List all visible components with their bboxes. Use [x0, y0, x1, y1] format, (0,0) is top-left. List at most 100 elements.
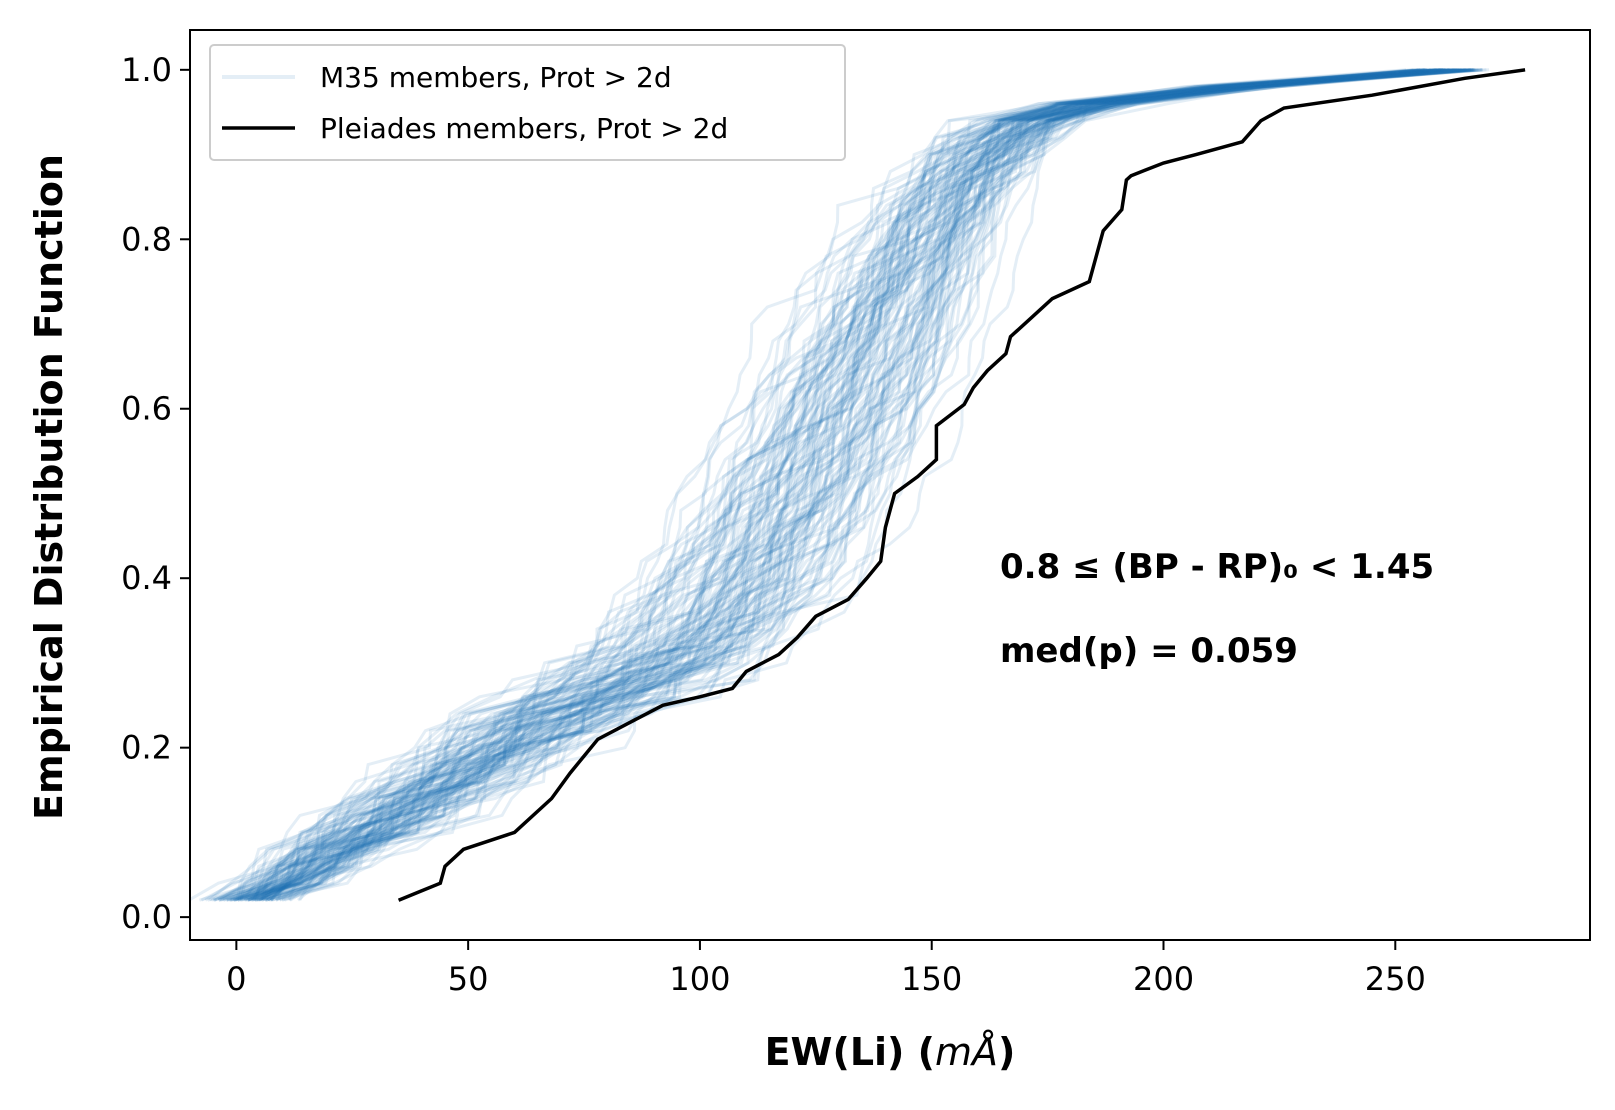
plot-frame [189, 29, 1591, 941]
m35-realization-line [218, 68, 1428, 902]
m35-realization-line [257, 68, 1483, 902]
m35-realization-line [261, 68, 1452, 902]
m35-realization-line [265, 68, 1471, 902]
m35-realization-line [248, 68, 1432, 902]
x-tick-label: 50 [448, 960, 489, 998]
m35-realization-line [232, 68, 1456, 902]
x-tick-label: 100 [669, 960, 730, 998]
m35-realization-line [266, 68, 1466, 902]
m35-realization-line [252, 68, 1459, 901]
m35-realization-line [281, 68, 1463, 902]
m35-realization-line [270, 68, 1454, 902]
m35-realization-line [278, 68, 1475, 902]
m35-realization-line [269, 68, 1474, 902]
m35-realization-line [253, 68, 1462, 902]
m35-realization-line [264, 68, 1444, 901]
m35-realization-line [297, 68, 1474, 902]
m35-realization-line [212, 68, 1450, 902]
y-axis: 0.0 0.2 0.4 0.6 0.8 1.0 [121, 51, 190, 936]
m35-realization-line [235, 68, 1440, 901]
m35-realization-line [258, 68, 1457, 902]
m35-realization-line [245, 68, 1467, 902]
m35-realization-line [247, 68, 1441, 902]
m35-realization-line [225, 68, 1466, 902]
m35-realization-line [254, 68, 1454, 902]
m35-realization-line [232, 68, 1442, 902]
m35-realization-line [233, 68, 1428, 902]
m35-realization-line [222, 68, 1450, 902]
m35-realization-line [261, 68, 1443, 902]
m35-realization-line [207, 68, 1446, 902]
m35-realization-line [251, 68, 1449, 902]
m35-realization-line [289, 68, 1475, 902]
m35-realization-line [223, 68, 1461, 902]
x-axis: 0 50 100 150 200 250 [226, 940, 1426, 998]
legend-label-m35: M35 members, Prot > 2d [320, 61, 672, 94]
m35-realization-line [283, 68, 1472, 902]
legend-box [209, 44, 846, 161]
m35-realization-line [239, 68, 1436, 902]
m35-realization-line [264, 68, 1446, 902]
m35-realization-line [256, 68, 1483, 902]
y-tick-label: 0.8 [121, 220, 172, 258]
m35-realization-line [259, 68, 1443, 902]
y-tick-label: 1.0 [121, 51, 172, 89]
m35-realization-line [190, 68, 1442, 902]
x-axis-title: EW(Li) (mÅ) [765, 1030, 1016, 1074]
m35-realization-line [247, 68, 1479, 902]
m35-realization-line [277, 68, 1441, 901]
m35-realization-line [265, 68, 1470, 902]
legend-label-pleiades: Pleiades members, Prot > 2d [320, 112, 728, 145]
m35-realization-line [228, 68, 1451, 902]
legend: M35 members, Prot > 2d Pleiades members,… [209, 44, 846, 161]
m35-realization-line [266, 68, 1473, 901]
m35-realization-line [263, 68, 1437, 902]
m35-realization-line [239, 68, 1465, 902]
m35-realization-line [217, 68, 1432, 902]
x-tick-label: 0 [226, 960, 246, 998]
m35-realization-line [248, 68, 1444, 902]
m35-realization-line [256, 68, 1452, 902]
m35-realization-line [260, 68, 1457, 902]
m35-realization-line [261, 68, 1463, 902]
m35-realization-line [248, 68, 1474, 902]
m35-realization-line [298, 68, 1454, 901]
m35-realization-line [210, 68, 1425, 902]
y-tick-label: 0.4 [121, 559, 172, 597]
median-p-annotation: med(p) = 0.059 [1000, 631, 1298, 671]
m35-realization-line [226, 68, 1449, 902]
m35-realization-line [255, 68, 1475, 901]
m35-realization-line [212, 68, 1437, 902]
m35-realization-line [243, 68, 1422, 901]
color-range-annotation: 0.8 ≤ (BP - RP)₀ < 1.45 [1000, 547, 1434, 587]
m35-realization-line [232, 68, 1421, 902]
m35-realization-line [229, 68, 1471, 902]
m35-realization-line [229, 68, 1458, 902]
m35-realization-line [204, 68, 1415, 902]
m35-realization-line [242, 68, 1428, 902]
m35-realization-line [268, 68, 1471, 902]
m35-realization-line [251, 68, 1445, 902]
m35-realization-line [287, 68, 1490, 901]
m35-realization-line [275, 68, 1465, 902]
m35-realization-line [236, 68, 1427, 902]
x-tick-label: 150 [901, 960, 962, 998]
m35-realization-line [256, 68, 1478, 902]
m35-realization-line [237, 68, 1425, 902]
m35-realization-line [250, 68, 1460, 902]
m35-realization-line [269, 68, 1453, 902]
m35-realization-line [261, 68, 1462, 901]
m35-realization-line [247, 68, 1456, 902]
m35-realization-line [213, 68, 1420, 902]
y-tick-label: 0.6 [121, 390, 172, 428]
m35-realization-line [230, 68, 1459, 902]
m35-realization-line [200, 68, 1414, 902]
m35-curves [190, 68, 1490, 902]
y-axis-title: Empirical Distribution Function [27, 154, 71, 820]
m35-realization-line [269, 68, 1473, 902]
m35-realization-line [279, 68, 1482, 902]
m35-realization-line [237, 68, 1437, 902]
m35-realization-line [247, 68, 1437, 902]
m35-realization-line [267, 68, 1467, 902]
